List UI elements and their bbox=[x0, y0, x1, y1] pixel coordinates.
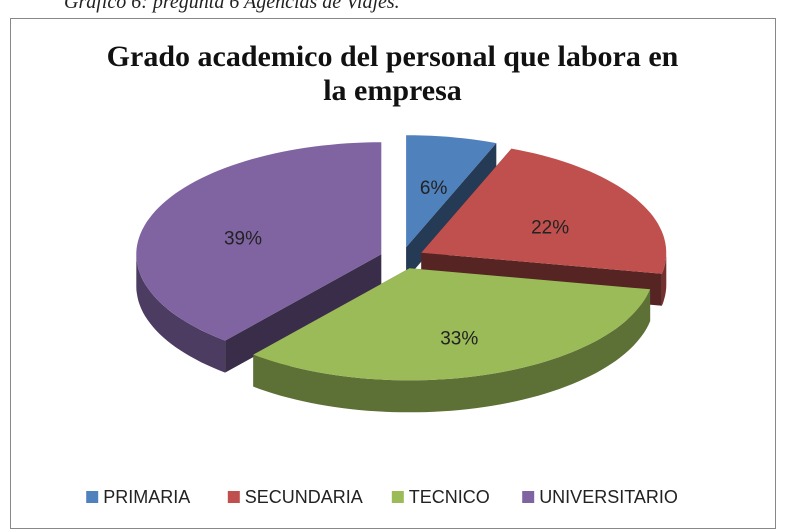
legend-swatch bbox=[227, 491, 240, 503]
slice-side bbox=[136, 254, 226, 373]
legend-swatch bbox=[86, 491, 99, 503]
pie-slice bbox=[253, 268, 651, 381]
pie-slice bbox=[421, 148, 667, 274]
data-label: 6% bbox=[420, 178, 448, 199]
legend-label: TECNICO bbox=[409, 487, 490, 507]
slice-wall bbox=[225, 254, 382, 373]
caption: Gráfico 6: pregunta 6 Agencias de Viajes… bbox=[64, 0, 400, 13]
legend-swatch bbox=[391, 491, 404, 503]
chart-title: Grado academico del personal que labora … bbox=[106, 40, 679, 107]
legend-label: PRIMARIA bbox=[103, 487, 190, 507]
data-label: 22% bbox=[531, 217, 569, 238]
legend-label: SECUNDARIA bbox=[245, 487, 363, 507]
title-box: Grado academico del personal que labora … bbox=[10, 40, 775, 108]
slice-side bbox=[661, 252, 667, 306]
pie-slice bbox=[406, 135, 497, 248]
data-label: 33% bbox=[440, 329, 478, 350]
pie-slice bbox=[136, 142, 382, 341]
legend-swatch bbox=[522, 491, 535, 503]
slice-side bbox=[253, 289, 651, 413]
data-label: 39% bbox=[224, 229, 262, 250]
legend-label: UNIVERSITARIO bbox=[539, 487, 678, 507]
